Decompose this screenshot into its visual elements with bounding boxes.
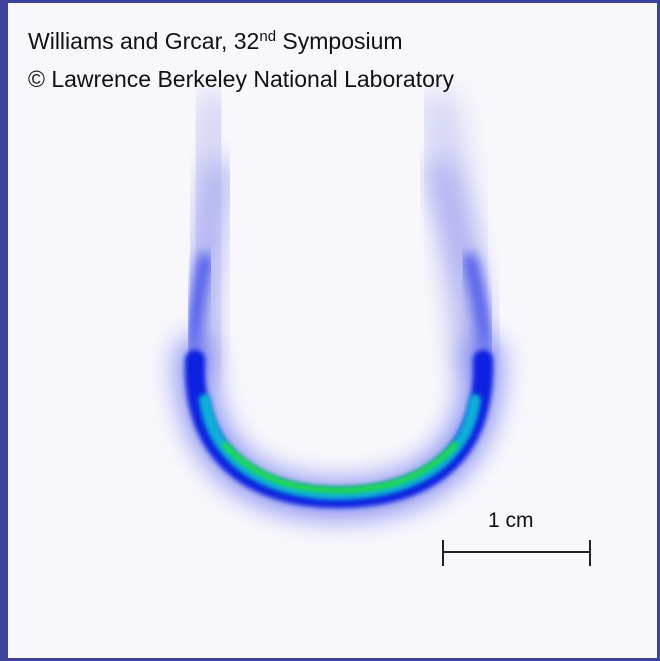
caption-line: © Lawrence Berkeley National Laboratory <box>28 66 455 92</box>
scale-bar <box>442 540 591 566</box>
flame-front <box>176 337 502 519</box>
caption-text: Williams and Grcar, 32 <box>28 28 260 54</box>
flame-image <box>176 90 591 566</box>
caption-text: Symposium <box>276 28 403 54</box>
caption-line: Williams and Grcar, 32nd Symposium <box>28 28 403 55</box>
caption-superscript: nd <box>259 28 277 45</box>
plume <box>182 90 492 380</box>
scale-bar-label: 1 cm <box>488 509 534 532</box>
